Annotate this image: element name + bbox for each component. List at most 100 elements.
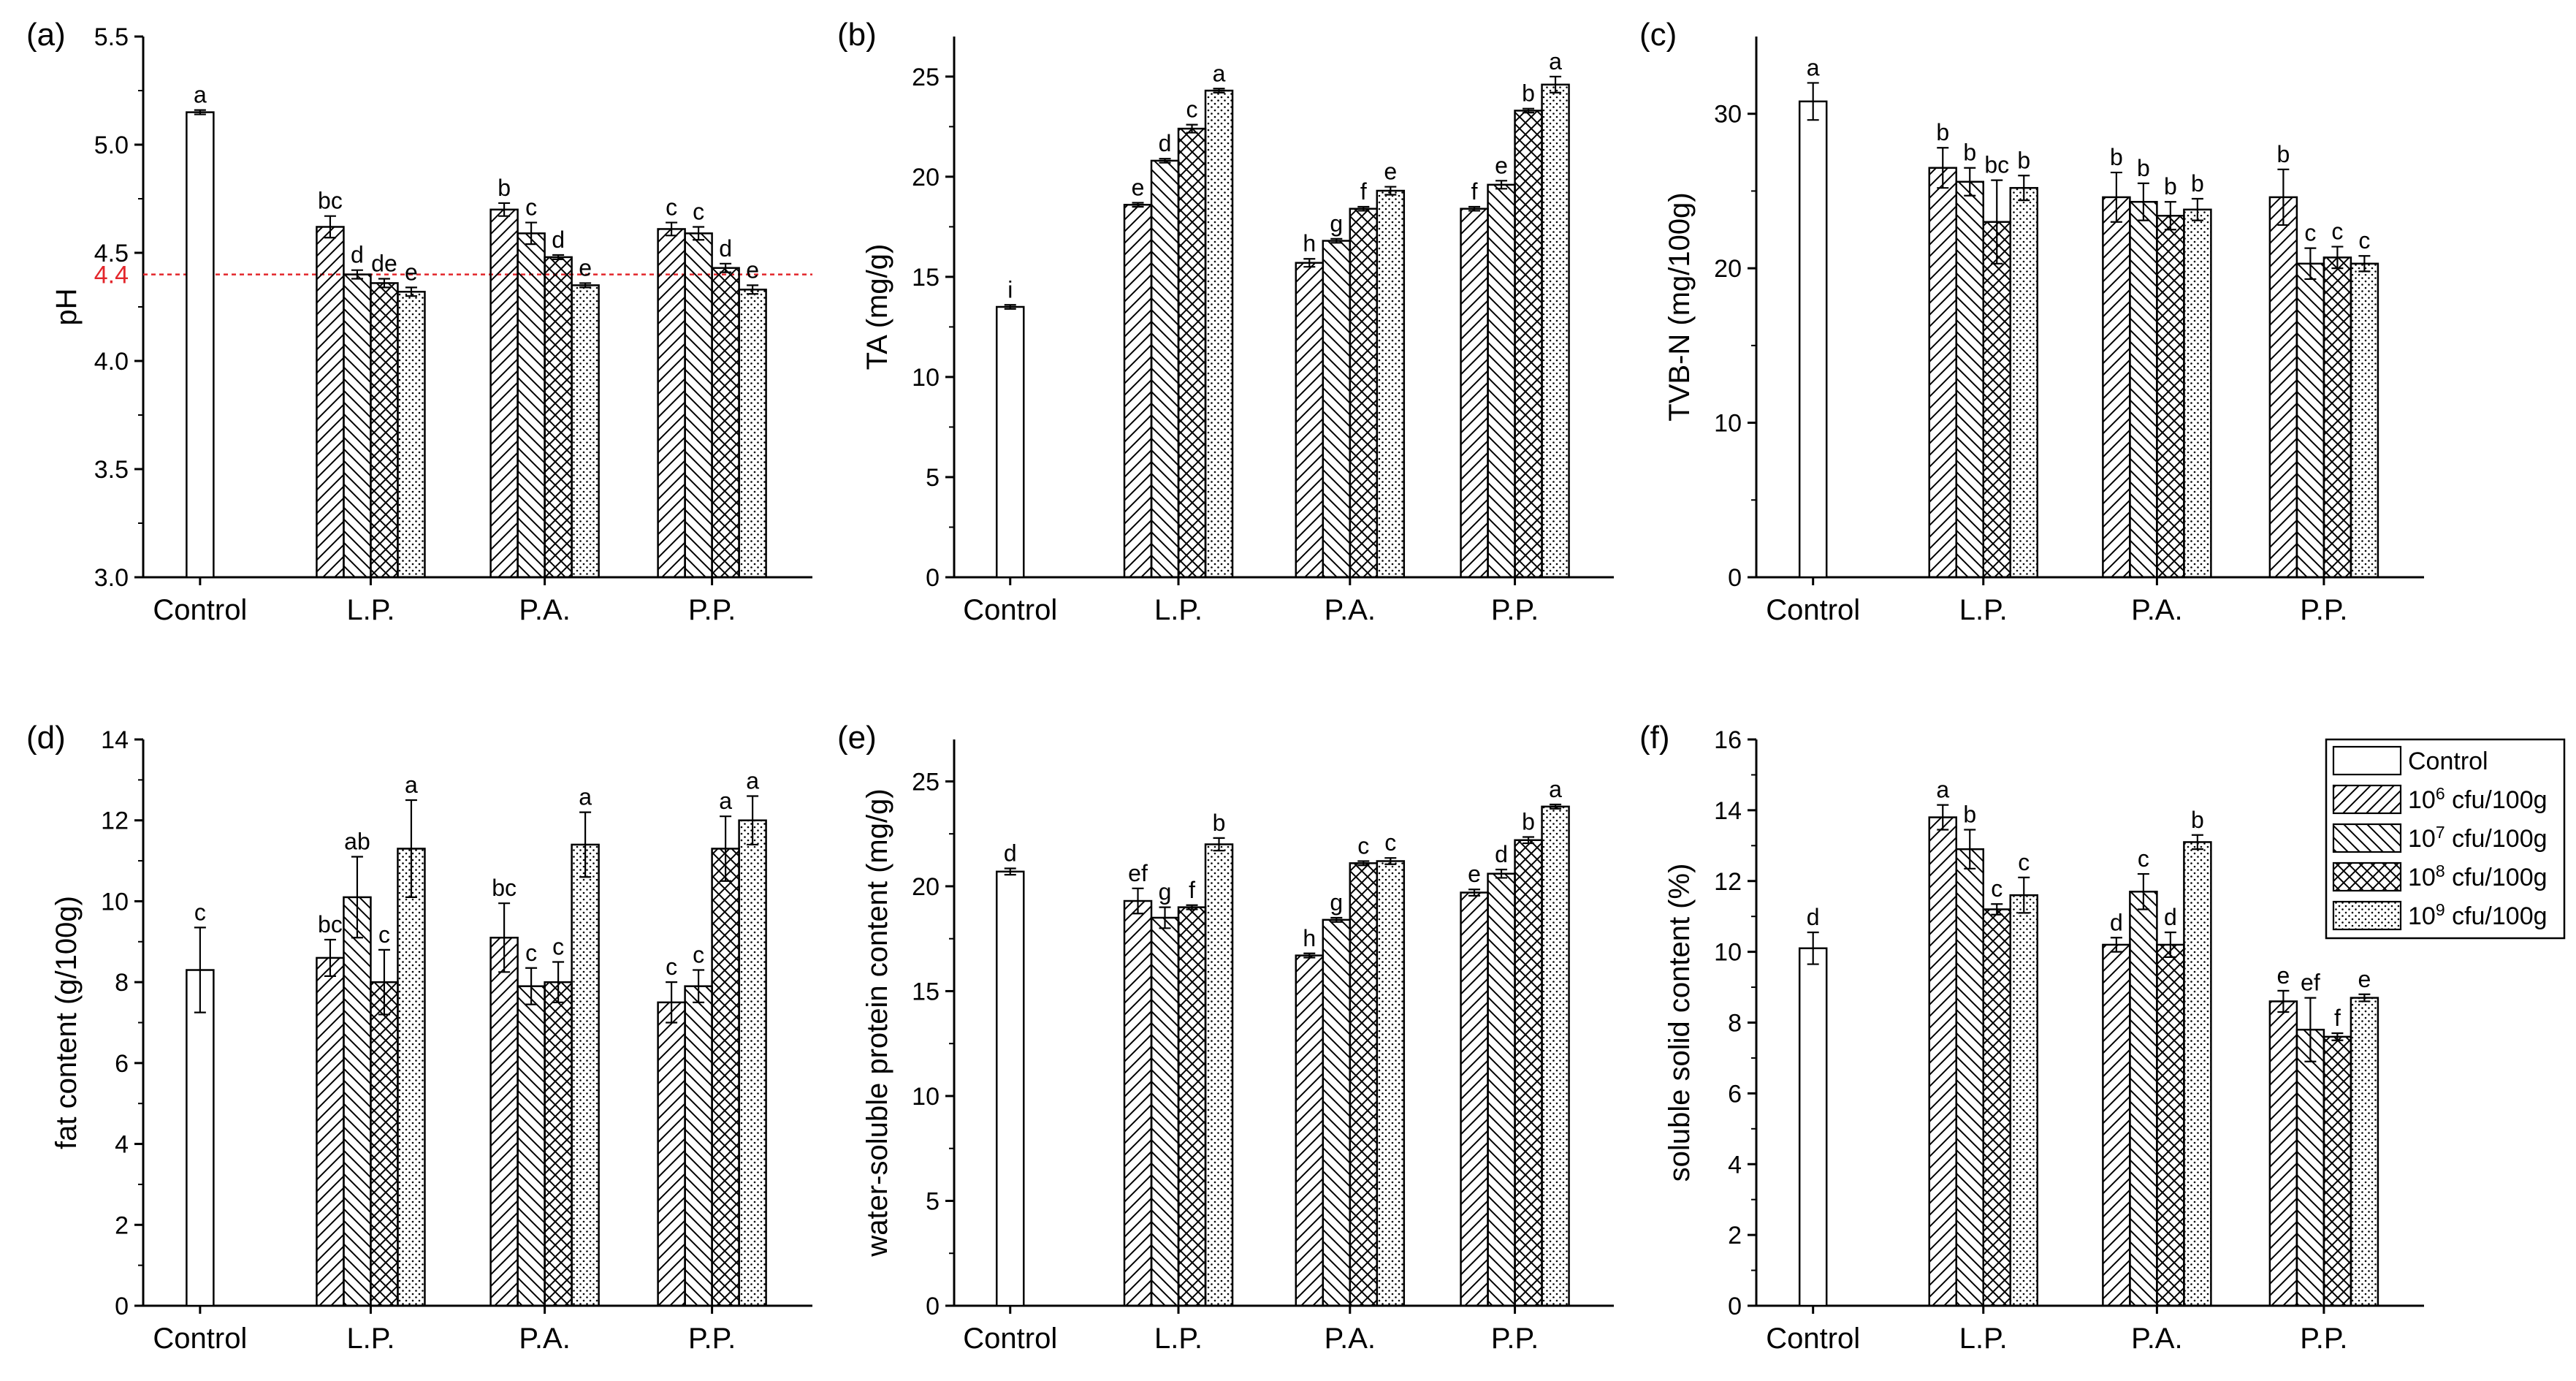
bar-pp-9	[738, 819, 767, 1307]
x-tick-label: P.P.	[688, 594, 736, 626]
bar-pp-8	[1514, 110, 1543, 579]
bar-lp-8	[1177, 127, 1207, 579]
significance-letter: c	[552, 933, 564, 959]
bar-lp-8	[1982, 221, 2012, 579]
significance-letter: f	[2334, 1005, 2341, 1031]
bar-pa-8	[2156, 943, 2185, 1307]
bar-pa-6	[2102, 196, 2131, 579]
significance-letter: b	[2110, 144, 2123, 170]
y-axis-title: water-soluble protein content (mg/g)	[861, 788, 893, 1257]
bar-pa-8	[2156, 215, 2185, 579]
y-tick-label: 8	[1728, 1010, 1742, 1038]
chart-panel-1: (a) 3.0 3.5 4.0 4.5 5.0 5.5 pH Control L.P. P.A. P.…	[26, 17, 812, 626]
significance-letter: b	[2017, 147, 2030, 173]
bar-lp-8	[370, 981, 399, 1307]
y-tick-label: 4.0	[94, 348, 129, 376]
legend: Control 106 cfu/100g 107 cfu/100g 108 cfu/1…	[2325, 738, 2566, 940]
bar-pp-7	[684, 985, 713, 1307]
x-tick-label: Control	[963, 1323, 1057, 1355]
y-tick-label: 0	[115, 1293, 129, 1320]
bar-pp-7	[1487, 183, 1516, 579]
bar-lp-6	[1123, 899, 1153, 1307]
y-tick-label: 5.5	[94, 23, 129, 51]
bar-lp-9	[1204, 843, 1234, 1307]
bar-pa-9	[2183, 208, 2212, 579]
significance-letter: ef	[2301, 970, 2320, 996]
y-axis-title: TVB-N (mg/100g)	[1664, 192, 1696, 421]
y-tick-label: 20	[1714, 255, 1742, 283]
bar-control	[1798, 100, 1828, 579]
significance-letter: f	[1189, 877, 1195, 903]
significance-letter: bc	[318, 188, 343, 214]
significance-letter: b	[498, 175, 511, 201]
significance-letter: e	[405, 259, 418, 285]
y-tick-label: 14	[1714, 797, 1742, 825]
significance-letter: a	[1549, 48, 1562, 75]
significance-letter: g	[1330, 889, 1343, 916]
panel-label: (b)	[837, 17, 877, 53]
significance-letter: de	[371, 251, 397, 277]
x-tick-label: P.P.	[2300, 1323, 2347, 1355]
bar-pp-6	[2268, 196, 2298, 579]
significance-letter: d	[1495, 841, 1508, 867]
legend-label: 106 cfu/100g	[2408, 784, 2548, 814]
significance-letter: ef	[1128, 860, 1148, 886]
significance-letter: d	[2110, 909, 2123, 935]
bar-lp-9	[397, 291, 426, 579]
y-axis-title: fat content (g/100g)	[50, 896, 83, 1149]
bar-pa-7	[2129, 891, 2158, 1307]
x-tick-label: P.A.	[1325, 1323, 1376, 1355]
significance-letter: c	[525, 194, 537, 221]
significance-letter: a	[1549, 776, 1562, 802]
legend-label: 107 cfu/100g	[2408, 823, 2548, 853]
y-tick-label: 10	[1714, 410, 1742, 438]
bar-pa-7	[1322, 918, 1352, 1307]
significance-letter: d	[719, 235, 732, 262]
significance-letter: a	[1807, 54, 1820, 80]
chart-panel-3: (c) 0 10 20 30 TVB-N (mg/100g) Control L.P. P.A.…	[1639, 17, 2424, 626]
bar-control	[996, 870, 1025, 1307]
significance-letter: e	[579, 254, 592, 281]
significance-letter: a	[405, 772, 418, 798]
y-tick-label: 20	[912, 873, 940, 901]
bar-pa-6	[489, 208, 519, 579]
significance-letter: c	[1186, 96, 1198, 123]
significance-letter: c	[1991, 875, 2003, 902]
significance-letter: a	[719, 788, 732, 814]
significance-letter: e	[2277, 962, 2290, 989]
chart-panel-4: (d) 0 2 4 6 8 10 12 14 fat content (g/100g) Contro…	[26, 720, 812, 1355]
bar-pa-6	[1295, 262, 1325, 579]
significance-letter: c	[378, 921, 390, 948]
y-tick-label: 5	[926, 464, 940, 492]
bar-pa-9	[2183, 841, 2212, 1307]
chart-panel-6: (f) 0 2 4 6 8 10 12 14 16 soluble solid content (%…	[1639, 720, 2424, 1355]
y-tick-label: 10	[912, 364, 940, 392]
legend-label: 109 cfu/100g	[2408, 900, 2548, 930]
x-tick-label: L.P.	[346, 594, 395, 626]
bar-lp-8	[1982, 908, 2012, 1307]
bar-lp-9	[397, 848, 426, 1307]
bar-pp-7	[2295, 1028, 2325, 1307]
significance-letter: e	[1495, 152, 1508, 178]
y-tick-label: 2	[115, 1211, 129, 1239]
significance-letter: e	[2358, 966, 2371, 992]
y-tick-label: 6	[1728, 1080, 1742, 1108]
y-tick-label: 6	[115, 1050, 129, 1078]
bar-pp-9	[1541, 805, 1570, 1307]
panel-label: (d)	[26, 720, 66, 756]
bar-control	[186, 969, 215, 1307]
significance-letter: a	[579, 784, 592, 810]
y-tick-label: 15	[912, 978, 940, 1005]
bar-pp-8	[711, 267, 740, 579]
y-tick-label: 0	[1728, 564, 1742, 592]
legend-swatch	[2332, 900, 2402, 931]
significance-letter: b	[2191, 170, 2204, 197]
significance-letter: d	[552, 227, 565, 253]
bar-control	[186, 111, 215, 579]
bar-pa-9	[1376, 189, 1406, 579]
y-tick-label: 14	[101, 726, 129, 754]
x-tick-label: L.P.	[1959, 594, 2008, 626]
bar-lp-6	[1928, 167, 1958, 579]
chart-panel-2: (b) 0 5 10 15 20 25 TA (mg/g) Control L.P. P.A. P.P…	[837, 17, 1614, 626]
